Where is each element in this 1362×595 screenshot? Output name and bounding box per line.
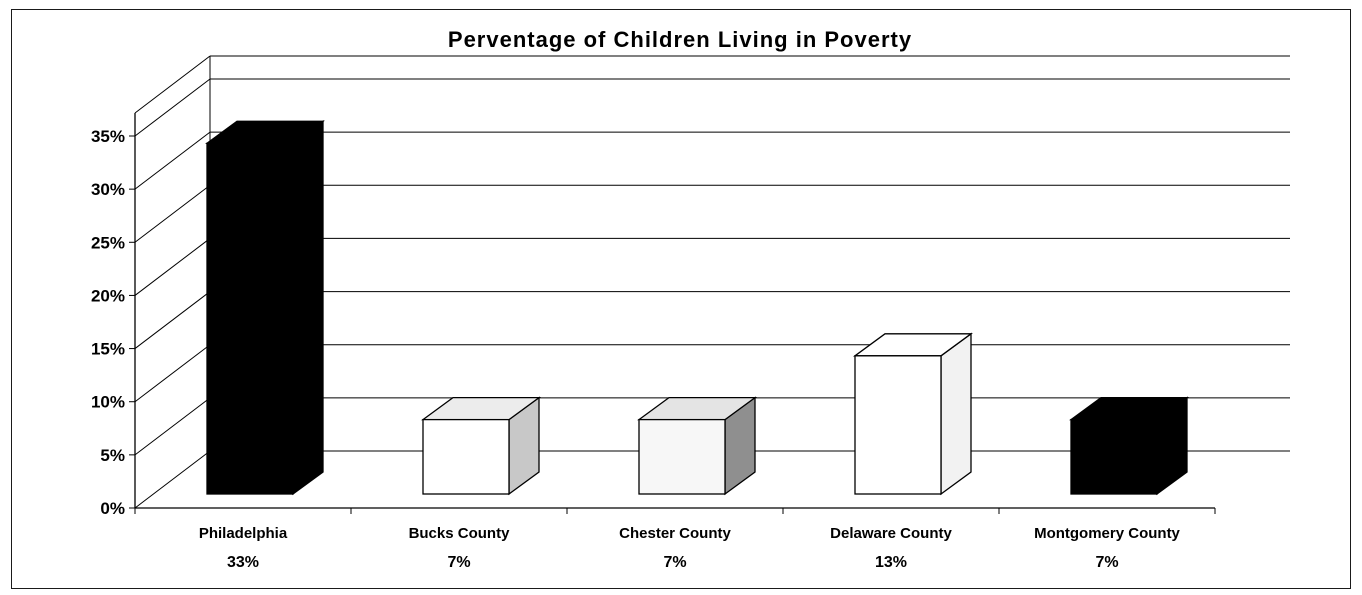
bar-front xyxy=(206,142,294,495)
bar-chester-county xyxy=(637,396,757,496)
gridline-diagonal xyxy=(134,238,211,296)
bar-front xyxy=(638,418,726,495)
bar-layer xyxy=(205,119,1189,496)
y-tick-label: 5% xyxy=(100,446,125,465)
gridline-diagonal xyxy=(134,78,211,137)
bar-delaware-county xyxy=(853,332,973,496)
category-label: Chester County xyxy=(619,525,731,542)
bar-front xyxy=(1070,418,1158,495)
value-label: 7% xyxy=(663,554,686,571)
bar-bucks-county xyxy=(421,396,541,496)
gridline-diagonal xyxy=(134,291,211,349)
gridline-diagonal xyxy=(134,450,211,509)
bar-montgomery-county xyxy=(1069,396,1189,496)
gridline-diagonal xyxy=(134,184,211,243)
y-tick-label: 15% xyxy=(91,340,125,359)
y-tick-label: 20% xyxy=(91,286,125,305)
y-tick-label: 25% xyxy=(91,233,125,252)
bar-side xyxy=(940,332,972,496)
chart-title: Perventage of Children Living in Poverty xyxy=(448,27,912,52)
category-label: Philadelphia xyxy=(199,525,288,542)
bar-front xyxy=(854,355,942,495)
y-tick-label: 35% xyxy=(91,127,125,146)
value-label: 33% xyxy=(227,554,259,571)
gridline-diagonal xyxy=(134,397,211,456)
value-label: 7% xyxy=(1095,554,1118,571)
bar-side xyxy=(292,119,324,496)
value-label: 13% xyxy=(875,554,907,571)
category-label: Montgomery County xyxy=(1034,525,1180,542)
gridline-diagonal xyxy=(134,131,211,190)
axis-layer: 0% 5% 10% 15% 20% 25% 30% 35% xyxy=(91,113,1216,518)
wall-top-diagonal xyxy=(134,55,211,114)
category-label: Bucks County xyxy=(409,525,511,542)
label-layer: Philadelphia 33% Bucks County 7% Chester Cou… xyxy=(199,525,1181,571)
y-tick-label: 30% xyxy=(91,180,125,199)
y-tick-label: 10% xyxy=(91,393,125,412)
value-label: 7% xyxy=(447,554,470,571)
bar-front xyxy=(422,418,510,495)
gridline-diagonal xyxy=(134,344,211,403)
category-label: Delaware County xyxy=(830,525,952,542)
y-tick-label: 0% xyxy=(100,499,125,518)
bar-philadelphia xyxy=(205,119,325,496)
